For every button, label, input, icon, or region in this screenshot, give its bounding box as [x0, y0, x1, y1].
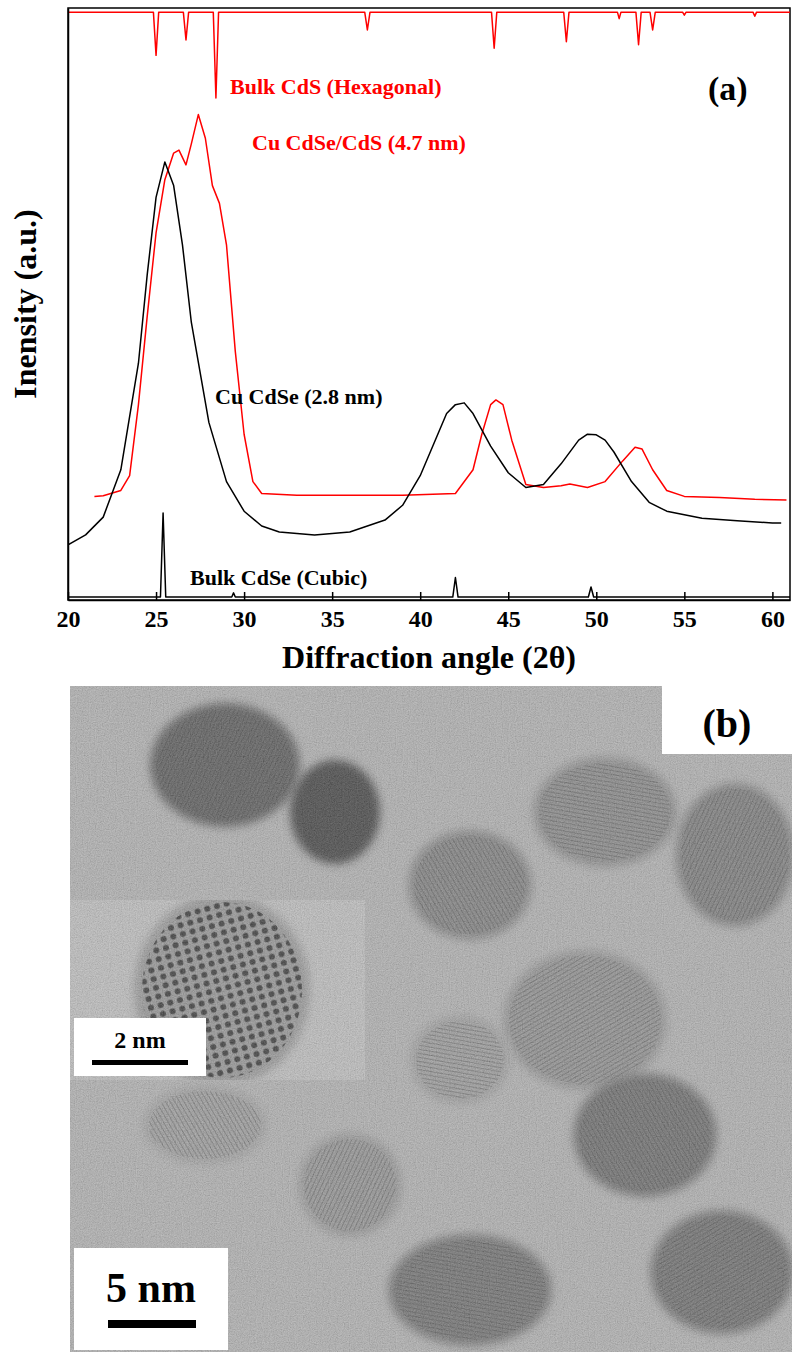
panel-label: (b) [703, 701, 752, 746]
scale-box [74, 1248, 228, 1350]
x-tick: 55 [673, 592, 697, 632]
x-tick-label: 20 [57, 606, 81, 632]
micrograph [70, 686, 792, 1352]
x-tick: 40 [409, 592, 433, 632]
x-tick-label: 30 [233, 606, 257, 632]
x-axis-title: Diffraction angle (2θ) [282, 639, 576, 675]
x-tick: 35 [321, 592, 345, 632]
x-tick: 25 [145, 592, 169, 632]
micrograph-noise [70, 686, 792, 1352]
plot-lines [68, 12, 790, 597]
x-axis: 20 25 30 35 40 45 50 55 60 [57, 592, 791, 632]
inset-scale-label: 2 nm [114, 1027, 165, 1053]
x-tick-label: 25 [145, 606, 169, 632]
x-tick-mark [156, 592, 158, 600]
x-tick-label: 45 [497, 606, 521, 632]
x-tick-label: 40 [409, 606, 433, 632]
inset [70, 900, 365, 1080]
y-axis [68, 9, 69, 601]
inset-scale-bar [92, 1060, 188, 1065]
x-tick-label: 35 [321, 606, 345, 632]
inset-noise [70, 900, 365, 1080]
scale-bar [108, 1320, 196, 1328]
x-axis-line [69, 600, 791, 602]
series-line [68, 162, 781, 545]
scale-label: 5 nm [106, 1265, 196, 1311]
x-tick-mark [772, 592, 774, 600]
y-axis-title: Inensity (a.u.) [7, 209, 43, 398]
x-tick: 60 [761, 592, 785, 632]
panel-label: (a) [708, 70, 748, 108]
series-label: Cu CdSe (2.8 nm) [215, 384, 382, 409]
x-tick-mark [508, 592, 510, 600]
x-tick: 50 [585, 592, 609, 632]
x-tick-mark [596, 592, 598, 600]
inset-ground [70, 900, 365, 1080]
figure: 20 25 30 35 40 45 50 55 60 Diffraction angle (2θ)… [0, 0, 796, 1357]
series-label: Bulk CdSe (Cubic) [190, 565, 367, 590]
x-tick-label: 55 [673, 606, 697, 632]
y-axis-line [68, 9, 70, 601]
x-tick-mark [332, 592, 334, 600]
x-tick-mark [684, 592, 686, 600]
x-tick: 45 [497, 592, 521, 632]
x-tick-mark [420, 592, 422, 600]
x-tick: 30 [233, 592, 257, 632]
x-tick-mark [244, 592, 246, 600]
x-tick-label: 50 [585, 606, 609, 632]
series-label: Bulk CdS (Hexagonal) [230, 74, 442, 99]
series-label: Cu CdSe/CdS (4.7 nm) [252, 130, 466, 155]
series-line [94, 115, 786, 500]
plot-frame [68, 8, 790, 600]
x-tick-label: 60 [761, 606, 785, 632]
micrograph-ground [70, 686, 792, 1352]
inset-scale-box [74, 1018, 206, 1076]
panel-label-box [662, 686, 792, 754]
series-line [68, 513, 790, 597]
